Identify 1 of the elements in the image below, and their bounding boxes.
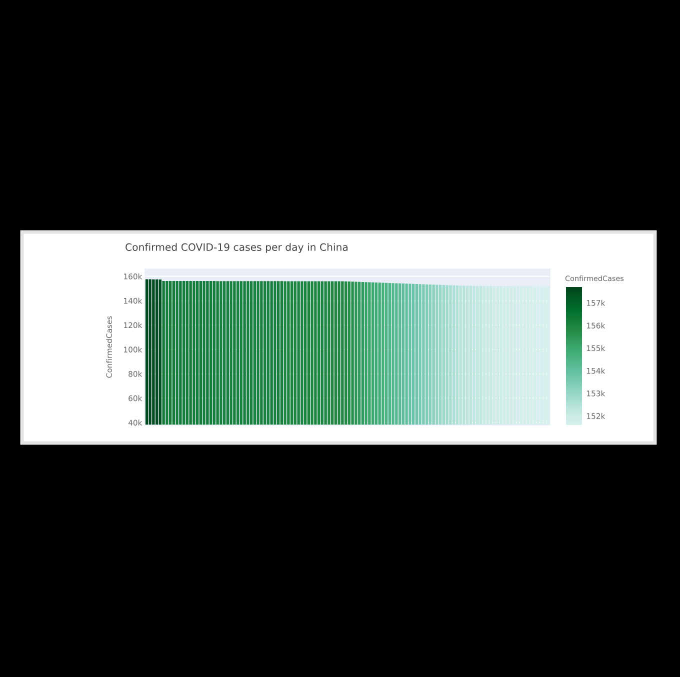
- chart-title: Confirmed COVID-19 cases per day in China: [126, 243, 348, 253]
